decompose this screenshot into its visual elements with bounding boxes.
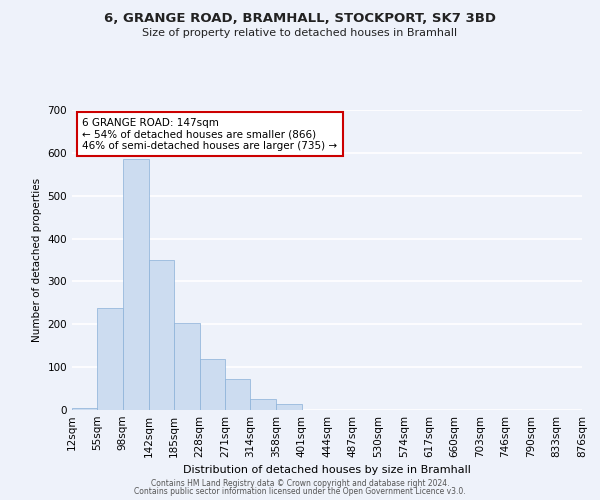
Bar: [149, 260, 174, 410]
Y-axis label: Number of detached properties: Number of detached properties: [32, 178, 42, 342]
X-axis label: Distribution of detached houses by size in Bramhall: Distribution of detached houses by size …: [183, 466, 471, 475]
Bar: [250, 399, 276, 410]
Text: Size of property relative to detached houses in Bramhall: Size of property relative to detached ho…: [142, 28, 458, 38]
Text: 6, GRANGE ROAD, BRAMHALL, STOCKPORT, SK7 3BD: 6, GRANGE ROAD, BRAMHALL, STOCKPORT, SK7…: [104, 12, 496, 26]
Bar: [276, 404, 302, 410]
Bar: [225, 379, 250, 410]
Bar: [174, 324, 199, 410]
Bar: [199, 360, 225, 410]
Text: 6 GRANGE ROAD: 147sqm
← 54% of detached houses are smaller (866)
46% of semi-det: 6 GRANGE ROAD: 147sqm ← 54% of detached …: [82, 118, 337, 150]
Bar: [123, 160, 149, 410]
Text: Contains HM Land Registry data © Crown copyright and database right 2024.: Contains HM Land Registry data © Crown c…: [151, 478, 449, 488]
Bar: [72, 408, 97, 410]
Bar: [97, 308, 123, 410]
Text: Contains public sector information licensed under the Open Government Licence v3: Contains public sector information licen…: [134, 487, 466, 496]
